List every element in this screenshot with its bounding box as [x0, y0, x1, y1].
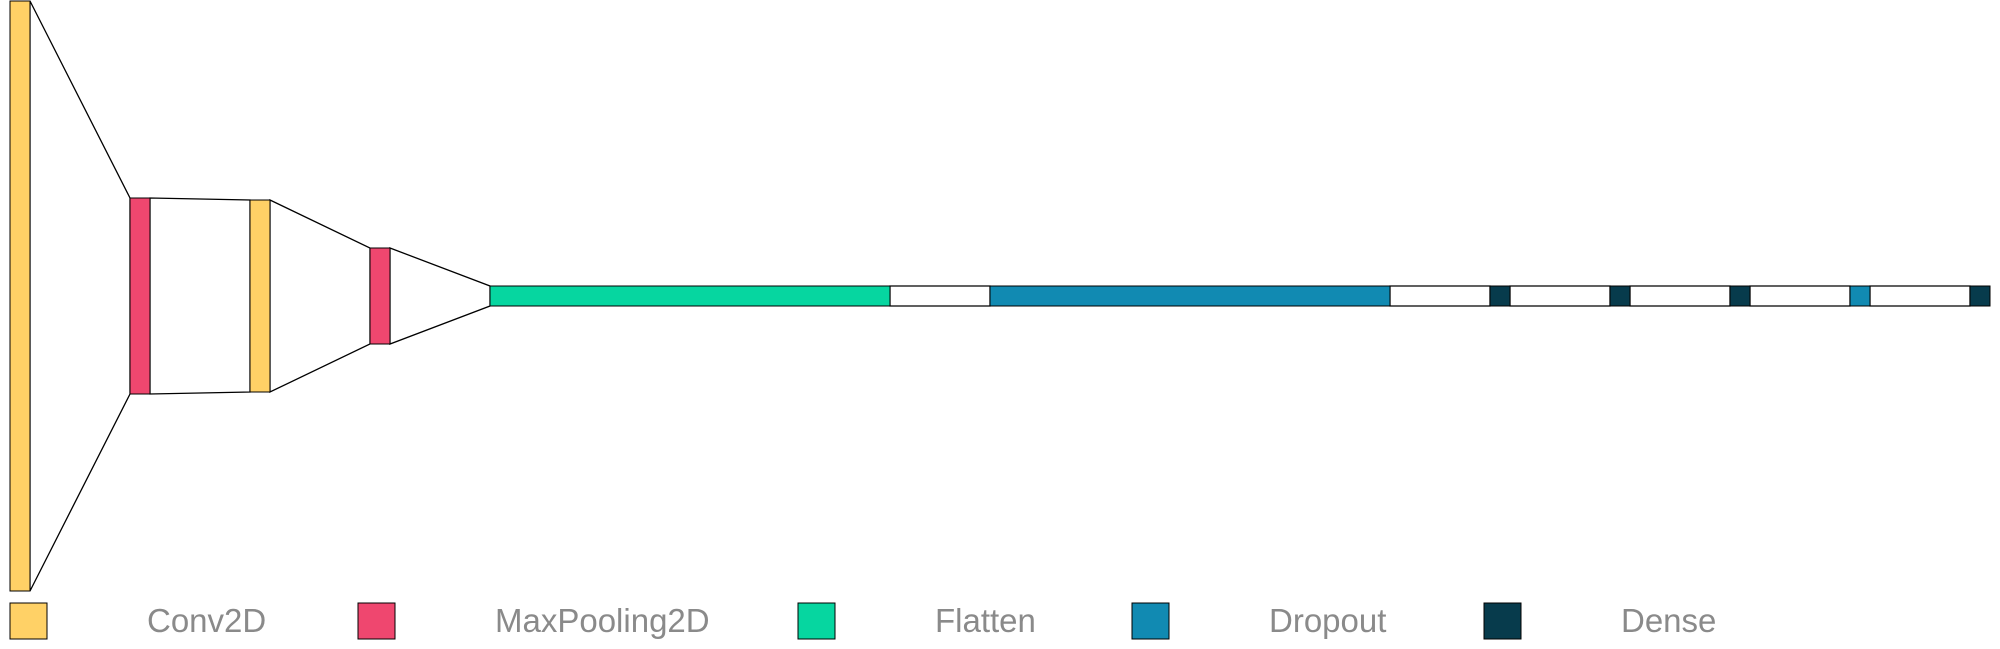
legend-swatch-dense — [1483, 602, 1522, 640]
legend-label-maxpooling2d: MaxPooling2D — [495, 602, 710, 639]
layer-conv2d — [9, 0, 31, 592]
layer-connector — [1509, 285, 1611, 307]
legend-swatch-flatten — [797, 602, 836, 640]
layer-dense — [1969, 285, 1991, 307]
layer-blocks — [9, 0, 1991, 592]
layer-dense — [1489, 285, 1511, 307]
layer-connector — [29, 0, 131, 592]
legend-swatch-conv2d — [9, 602, 48, 640]
layer-maxpooling2d — [129, 197, 151, 395]
legend: Conv2D MaxPooling2D Flatten Dropout Dense — [9, 602, 1716, 640]
layer-conv2d — [249, 199, 271, 393]
layer-connector — [269, 198, 371, 394]
layer-connector — [149, 197, 251, 395]
layer-flatten — [489, 285, 891, 307]
layer-connector — [1749, 285, 1851, 307]
layer-dense — [1609, 285, 1631, 307]
legend-label-dense: Dense — [1621, 602, 1716, 639]
legend-label-conv2d: Conv2D — [147, 602, 266, 639]
layer-connectors — [29, 0, 1971, 592]
layer-dropout — [1849, 285, 1871, 307]
layer-connector — [389, 247, 491, 345]
layer-dropout — [989, 285, 1391, 307]
layer-dense — [1729, 285, 1751, 307]
legend-swatch-dropout — [1131, 602, 1170, 640]
layer-connector — [1389, 285, 1491, 307]
layer-connector — [1629, 285, 1731, 307]
layer-maxpooling2d — [369, 247, 391, 345]
legend-swatch-maxpooling2d — [357, 602, 396, 640]
layer-connector — [889, 285, 991, 307]
legend-label-flatten: Flatten — [935, 602, 1036, 639]
legend-label-dropout: Dropout — [1269, 602, 1386, 639]
layer-connector — [1869, 285, 1971, 307]
